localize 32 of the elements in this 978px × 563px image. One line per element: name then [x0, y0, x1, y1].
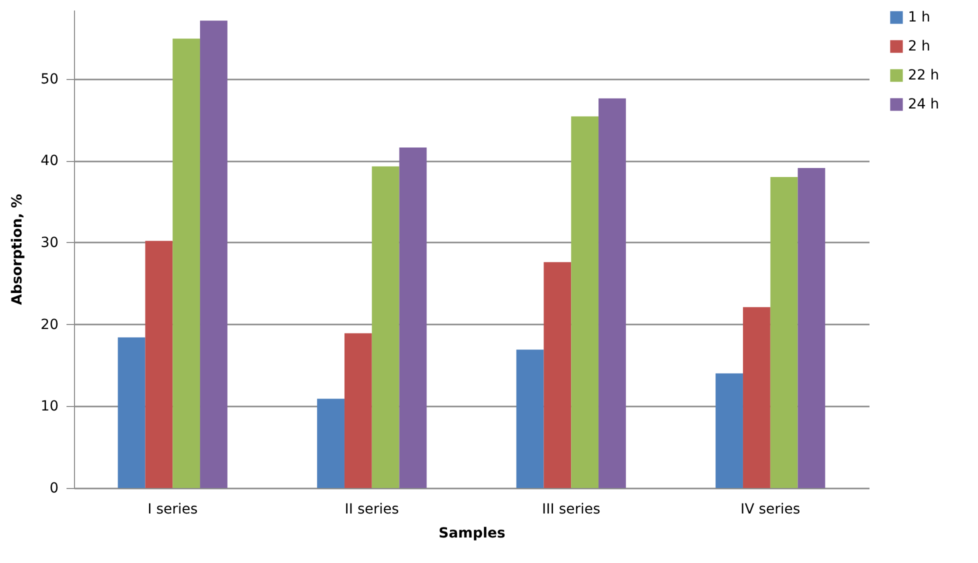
bar [118, 337, 146, 488]
legend-label: 2 h [908, 38, 930, 54]
legend-label: 1 h [908, 10, 930, 26]
bar [716, 373, 743, 488]
y-tick-label: 40 [40, 153, 58, 170]
y-tick-label: 50 [40, 71, 58, 88]
bar [742, 307, 770, 488]
bar [344, 333, 372, 488]
bar [372, 166, 400, 488]
bar [200, 20, 228, 488]
legend-label: 22 h [908, 68, 940, 84]
y-axis-title: Absorption, % [10, 194, 26, 306]
y-tick-label: 30 [40, 234, 58, 251]
bar [598, 98, 626, 488]
bar [516, 350, 544, 488]
bar [145, 240, 173, 488]
y-tick-label: 10 [40, 398, 58, 415]
bar [798, 168, 826, 488]
x-tick-label: II series [344, 502, 399, 518]
x-tick-label: III series [542, 502, 600, 518]
x-tick-label: I series [148, 502, 198, 518]
x-tick-label: IV series [740, 502, 800, 518]
bar [399, 148, 427, 488]
y-tick-label: 20 [40, 316, 58, 333]
bar [317, 398, 344, 488]
y-tick-label: 0 [50, 480, 58, 496]
bar [571, 116, 599, 488]
bar [544, 262, 572, 488]
bar [770, 176, 798, 488]
x-axis-title: Samples [438, 526, 506, 542]
bar [172, 38, 200, 488]
legend-label: 24 h [908, 96, 940, 112]
